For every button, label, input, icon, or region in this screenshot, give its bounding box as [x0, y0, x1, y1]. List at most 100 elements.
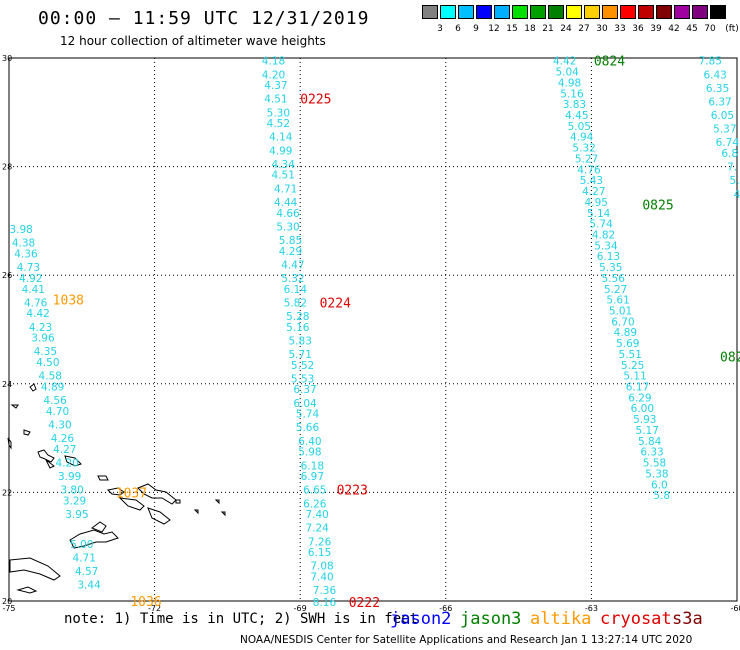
island-outline [7, 437, 12, 450]
wave-height-label: 4.66 [276, 208, 300, 220]
x-tick-label: -69 [294, 604, 307, 613]
wave-height-label: 3.99 [58, 471, 81, 483]
wave-height-label: 4.20 [56, 458, 79, 470]
wave-height-label: 5.43 [580, 175, 603, 187]
wave-height-label: 6.14 [284, 284, 308, 296]
wave-height-label: 5.32 [572, 143, 595, 155]
wave-height-label: 4.89 [41, 382, 64, 394]
wave-height-label: 7.40 [310, 572, 333, 584]
wave-height-label: 4.23 [29, 322, 52, 334]
wave-height-label: 5.61 [606, 295, 629, 307]
wave-height-label: 4.20 [262, 69, 285, 81]
wave-height-label: 6.05 [711, 110, 734, 122]
wave-height-label: 4.26 [51, 433, 75, 445]
wave-height-label: 4.56 [43, 395, 67, 407]
wave-height-label: 4.71 [274, 183, 297, 195]
wave-height-label: 6.97 [301, 471, 324, 483]
wave-height-label: 5.51 [619, 349, 642, 361]
wave-height-label: 4.35 [34, 346, 57, 358]
wave-height-label: 7.26 [308, 536, 332, 548]
scale-swatch [422, 5, 438, 19]
y-tick-label: 20 [2, 597, 12, 606]
scale-swatch [656, 5, 672, 19]
y-tick-label: 28 [2, 163, 12, 172]
island-outline [220, 511, 226, 517]
map-frame [8, 57, 738, 602]
wave-height-label: 5.27 [575, 153, 598, 165]
scale-swatch [566, 5, 582, 19]
wave-height-label: 4.76 [24, 297, 48, 309]
satellite-legend-item: s3a [672, 609, 703, 629]
scale-label: 70 [704, 24, 716, 34]
page-title: 00:00 – 11:59 UTC 12/31/2019 [38, 8, 370, 29]
wave-height-label: 5.93 [633, 414, 656, 426]
wave-height-label: 5.66 [296, 422, 320, 434]
wave-height-label: 5.34 [594, 240, 618, 252]
scale-label: 39 [650, 24, 662, 34]
wave-height-label: 5.58 [643, 458, 666, 470]
wave-height-label: 6.26 [303, 498, 327, 510]
x-tick-label: -63 [585, 604, 598, 613]
wave-height-label: 4.73 [17, 262, 40, 274]
wave-height-label: 8.16 [313, 597, 337, 609]
wave-height-label: 7.40 [305, 509, 328, 521]
scale-swatch [440, 5, 456, 19]
scale-swatch [638, 5, 654, 19]
wave-height-label: 6.65 [303, 485, 326, 497]
wave-height-label: 4.51 [264, 94, 287, 106]
wave-height-label: 5.56 [602, 273, 626, 285]
wave-height-label: 4.51 [272, 170, 295, 182]
wave-height-label: 4.45 [565, 110, 588, 122]
wave-height-label: 3.29 [63, 496, 86, 508]
wave-height-label: 5.27 [604, 284, 627, 296]
wave-height-label: 7.08 [310, 561, 333, 573]
wave-height-label: 4.98 [558, 77, 581, 89]
y-tick-label: 30 [2, 54, 12, 63]
wave-height-label: 4.27 [53, 444, 76, 456]
wave-height-label: 4 [734, 189, 740, 201]
y-tick-label: 24 [2, 380, 12, 389]
wave-height-label: 4.76 [577, 164, 601, 176]
wave-height-label: 4.37 [264, 80, 287, 92]
wave-height-label: 4.27 [582, 186, 605, 198]
scale-label: 15 [506, 24, 518, 34]
wave-height-label: 5.01 [609, 305, 632, 317]
scale-label: 12 [488, 24, 500, 34]
scale-swatch [620, 5, 636, 19]
island-outline [118, 497, 145, 511]
pass-time-label: 0826 [720, 351, 740, 366]
wave-height-label: 3.44 [77, 580, 101, 592]
scale-swatch [512, 5, 528, 19]
wave-height-label: 5.28 [286, 311, 309, 323]
wave-height-label: 5.83 [289, 335, 312, 347]
scale-label: 24 [560, 24, 572, 34]
wave-height-label: 4.29 [279, 246, 302, 258]
wave-height-label: 5.37 [713, 124, 736, 136]
pass-time-label: 0222 [349, 596, 380, 611]
wave-height-label: 4.52 [267, 118, 290, 130]
wave-height-label: 7.85 [699, 56, 722, 68]
wave-height-label: 5.38 [645, 468, 668, 480]
footer-credit: NOAA/NESDIS Center for Satellite Applica… [240, 634, 693, 646]
scale-swatch [674, 5, 690, 19]
scale-swatch [584, 5, 600, 19]
scale-label: 9 [473, 24, 479, 34]
scale-label: 30 [596, 24, 608, 34]
scale-swatch [494, 5, 510, 19]
wave-height-label: 4.94 [570, 132, 594, 144]
island-outline [9, 557, 61, 581]
wave-height-label: 5.74 [296, 409, 320, 421]
wave-height-label: 3.83 [563, 99, 586, 111]
island-outline [23, 429, 31, 436]
wave-height-label: 4.41 [22, 284, 45, 296]
wave-height-label: 5.05 [568, 121, 591, 133]
wave-height-label: 6.00 [631, 403, 654, 415]
wave-height-label: 4.89 [614, 327, 637, 339]
satellite-legend-item: cryosat [600, 609, 672, 629]
pass-time-label: 0223 [337, 484, 368, 499]
wave-height-label: 3.96 [31, 333, 55, 345]
units-note: note: 1) Time is in UTC; 2) SWH is in fe… [64, 611, 419, 627]
wave-height-label: 5.35 [599, 262, 622, 274]
scale-swatch [458, 5, 474, 19]
